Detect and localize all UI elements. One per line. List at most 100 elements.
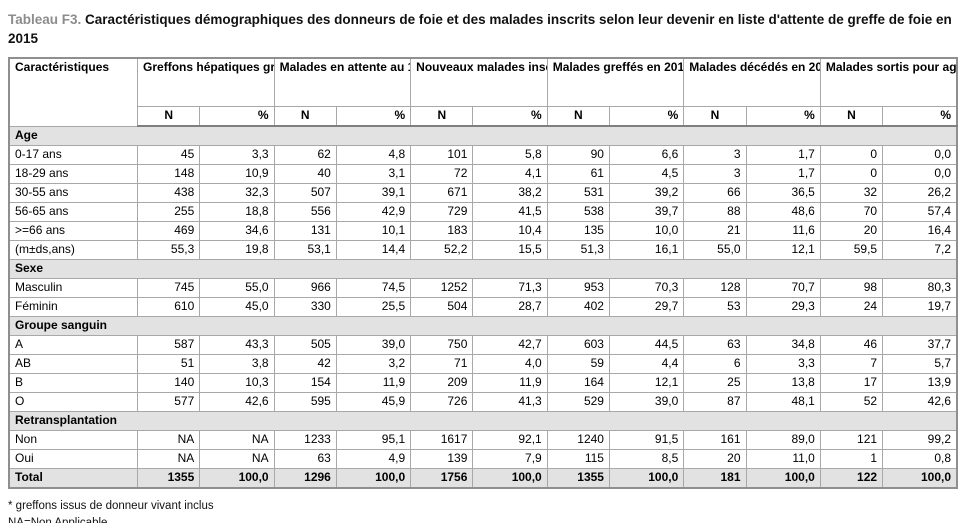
value-cell: 11,9 bbox=[472, 373, 548, 393]
group-header-2: Nouveaux malades inscrits en 2015 bbox=[410, 57, 548, 107]
value-cell: 10,9 bbox=[199, 164, 275, 184]
footnotes: * greffons issus de donneur vivant inclu… bbox=[8, 498, 958, 523]
total-row: Total 1355 100,0 1296 100,0 1756 100,0 1355 100,… bbox=[8, 468, 958, 489]
subheader-pct-5: % bbox=[882, 106, 958, 127]
table-title: Tableau F3. Caractéristiques démographiq… bbox=[8, 10, 956, 48]
row-label-cell: Féminin bbox=[8, 297, 139, 317]
value-cell: 25,5 bbox=[335, 297, 412, 317]
value-cell: 59,5 bbox=[819, 240, 884, 260]
value-cell: 4,8 bbox=[335, 145, 412, 165]
value-cell: 70 bbox=[819, 202, 884, 222]
value-cell: 139 bbox=[410, 449, 474, 469]
value-cell: NA bbox=[199, 449, 275, 469]
value-cell: 10,1 bbox=[335, 221, 412, 241]
value-cell: 34,8 bbox=[745, 335, 821, 355]
subheader-pct-0: % bbox=[199, 106, 275, 127]
table-title-text: Caractéristiques démographiques des donn… bbox=[8, 12, 952, 46]
value-cell: 42,6 bbox=[199, 392, 275, 412]
total-value-cell: 100,0 bbox=[472, 468, 548, 489]
value-cell: 18,8 bbox=[199, 202, 275, 222]
section-row: Retransplantation bbox=[8, 411, 958, 431]
subheader-pct-2: % bbox=[472, 106, 548, 127]
value-cell: 504 bbox=[410, 297, 474, 317]
value-cell: 32,3 bbox=[199, 183, 275, 203]
value-cell: 0,0 bbox=[882, 145, 958, 165]
corner-header-cell: Caractéristiques bbox=[8, 57, 139, 127]
section-row: Age bbox=[8, 125, 958, 146]
value-cell: 42,7 bbox=[472, 335, 548, 355]
section-header-cell: Retransplantation bbox=[8, 411, 958, 431]
value-cell: 36,5 bbox=[745, 183, 821, 203]
total-value-cell: 1756 bbox=[410, 468, 474, 489]
value-cell: 4,9 bbox=[335, 449, 412, 469]
value-cell: NA bbox=[137, 430, 201, 450]
value-cell: 34,6 bbox=[199, 221, 275, 241]
total-value-cell: 1296 bbox=[273, 468, 337, 489]
value-cell: 3,3 bbox=[745, 354, 821, 374]
value-cell: 7,2 bbox=[882, 240, 958, 260]
value-cell: 29,3 bbox=[745, 297, 821, 317]
value-cell: 161 bbox=[683, 430, 747, 450]
value-cell: 148 bbox=[137, 164, 201, 184]
group-header-5: Malades sortis pour aggravation en 2015 bbox=[819, 57, 958, 107]
value-cell: 538 bbox=[546, 202, 610, 222]
section-row: Sexe bbox=[8, 259, 958, 279]
row-label-cell: 18-29 ans bbox=[8, 164, 139, 184]
value-cell: 17 bbox=[819, 373, 884, 393]
table-row: >=66 ans 469 34,6 131 10,1 183 10,4 135 10,0 21 11… bbox=[8, 221, 958, 241]
value-cell: 402 bbox=[546, 297, 610, 317]
value-cell: 46 bbox=[819, 335, 884, 355]
value-cell: 16,4 bbox=[882, 221, 958, 241]
value-cell: 3 bbox=[683, 145, 747, 165]
value-cell: 7 bbox=[819, 354, 884, 374]
section-header-cell: Groupe sanguin bbox=[8, 316, 958, 336]
subheader-n-0: N bbox=[137, 106, 201, 127]
value-cell: NA bbox=[137, 449, 201, 469]
row-label-cell: Oui bbox=[8, 449, 139, 469]
value-cell: NA bbox=[199, 430, 275, 450]
subheader-pct-4: % bbox=[745, 106, 821, 127]
value-cell: 1,7 bbox=[745, 145, 821, 165]
value-cell: 45,9 bbox=[335, 392, 412, 412]
value-cell: 52,2 bbox=[410, 240, 474, 260]
value-cell: 20 bbox=[819, 221, 884, 241]
footnote-na: NA=Non Applicable bbox=[8, 517, 108, 523]
value-cell: 10,4 bbox=[472, 221, 548, 241]
value-cell: 3,3 bbox=[199, 145, 275, 165]
subheader-n-2: N bbox=[410, 106, 474, 127]
value-cell: 44,5 bbox=[608, 335, 685, 355]
table-row: Masculin 745 55,0 966 74,5 1252 71,3 953 70,3 128… bbox=[8, 278, 958, 298]
table-row: Féminin 610 45,0 330 25,5 504 28,7 402 29,7 53 29,… bbox=[8, 297, 958, 317]
value-cell: 53 bbox=[683, 297, 747, 317]
table-row: A 587 43,3 505 39,0 750 42,7 603 44,5 63 34,8 46 37,… bbox=[8, 335, 958, 355]
value-cell: 14,4 bbox=[335, 240, 412, 260]
table-row: Non NA NA 1233 95,1 1617 92,1 1240 91,5 161 89,0 12… bbox=[8, 430, 958, 450]
value-cell: 89,0 bbox=[745, 430, 821, 450]
value-cell: 12,1 bbox=[745, 240, 821, 260]
value-cell: 88 bbox=[683, 202, 747, 222]
value-cell: 41,5 bbox=[472, 202, 548, 222]
value-cell: 55,3 bbox=[137, 240, 201, 260]
value-cell: 62 bbox=[273, 145, 337, 165]
subheader-n-5: N bbox=[819, 106, 884, 127]
value-cell: 0 bbox=[819, 145, 884, 165]
subheader-pct-1: % bbox=[335, 106, 412, 127]
value-cell: 43,3 bbox=[199, 335, 275, 355]
value-cell: 39,0 bbox=[608, 392, 685, 412]
value-cell: 1240 bbox=[546, 430, 610, 450]
total-value-cell: 181 bbox=[683, 468, 747, 489]
value-cell: 26,2 bbox=[882, 183, 958, 203]
value-cell: 3,1 bbox=[335, 164, 412, 184]
value-cell: 19,7 bbox=[882, 297, 958, 317]
row-label-cell: B bbox=[8, 373, 139, 393]
value-cell: 1 bbox=[819, 449, 884, 469]
value-cell: 4,5 bbox=[608, 164, 685, 184]
total-value-cell: 100,0 bbox=[882, 468, 958, 489]
value-cell: 4,0 bbox=[472, 354, 548, 374]
value-cell: 63 bbox=[683, 335, 747, 355]
section-row: Groupe sanguin bbox=[8, 316, 958, 336]
value-cell: 101 bbox=[410, 145, 474, 165]
value-cell: 11,0 bbox=[745, 449, 821, 469]
value-cell: 19,8 bbox=[199, 240, 275, 260]
